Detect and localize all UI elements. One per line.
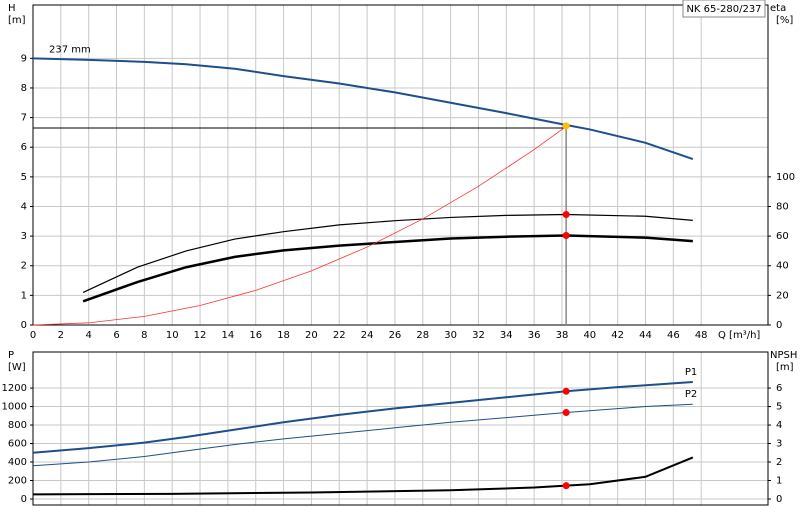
y-tick-label: 1 [21, 290, 27, 301]
title-box [682, 0, 766, 18]
y-axis-label: H [8, 3, 16, 14]
operating-point [562, 482, 570, 490]
plot-frame [32, 351, 769, 506]
x-tick-label: 20 [305, 330, 318, 341]
x-tick-label: 14 [222, 330, 235, 341]
operating-point [562, 409, 570, 417]
y2-tick-label: 1 [776, 476, 782, 487]
y-tick-label: 2 [21, 261, 27, 272]
y2-tick-label: 6 [776, 383, 782, 394]
series-line [32, 456, 694, 496]
x-tick-label: 28 [416, 330, 429, 341]
series-line [82, 213, 693, 293]
x-tick-label: 40 [583, 330, 596, 341]
x-tick-label: 2 [58, 330, 64, 341]
y-tick-label: 6 [21, 142, 27, 153]
series-label: P1 [685, 367, 697, 378]
x-axis-label: Q [m³/h] [718, 330, 760, 341]
y2-axis-unit: [%] [776, 15, 793, 26]
y-tick-label: 8 [21, 83, 27, 94]
plot-area [33, 352, 768, 505]
y2-tick-label: 3 [776, 439, 782, 450]
x-tick-label: 38 [556, 330, 569, 341]
y-tick-label: 0 [21, 320, 27, 331]
y2-tick-label: 60 [776, 231, 789, 242]
x-tick-label: 32 [472, 330, 485, 341]
y-tick-label: 1200 [2, 383, 27, 394]
x-tick-label: 0 [30, 330, 36, 341]
plot-area [33, 5, 768, 325]
x-tick-label: 36 [528, 330, 541, 341]
x-tick-label: 10 [166, 330, 179, 341]
y2-tick-label: 2 [776, 457, 782, 468]
y-tick-label: 4 [21, 201, 27, 212]
y-tick-label: 400 [8, 457, 27, 468]
y-tick-label: 5 [21, 172, 27, 183]
series-line [32, 57, 694, 161]
operating-point [562, 210, 570, 218]
x-tick-label: 22 [333, 330, 346, 341]
y2-tick-label: 5 [776, 402, 782, 413]
operating-point [562, 387, 570, 395]
x-tick-label: 48 [695, 330, 708, 341]
y-tick-label: 600 [8, 439, 27, 450]
y2-tick-label: 100 [776, 172, 795, 183]
x-tick-label: 44 [639, 330, 652, 341]
x-tick-label: 42 [611, 330, 624, 341]
y-tick-label: 200 [8, 476, 27, 487]
operating-point [562, 122, 570, 130]
y-tick-label: 800 [8, 420, 27, 431]
x-tick-label: 8 [141, 330, 147, 341]
x-tick-label: 46 [667, 330, 680, 341]
operating-point [562, 232, 570, 240]
y2-axis-label: eta [770, 3, 786, 14]
y2-tick-label: 20 [776, 290, 789, 301]
y2-axis-label: NPSH [770, 350, 797, 361]
series-line [32, 126, 567, 326]
y-axis-label: P [8, 350, 14, 361]
y2-tick-label: 4 [776, 420, 782, 431]
y-tick-label: 1000 [2, 402, 27, 413]
x-tick-label: 6 [113, 330, 119, 341]
y-axis-unit: [m] [8, 15, 26, 26]
x-tick-label: 34 [500, 330, 513, 341]
x-tick-label: 4 [85, 330, 91, 341]
x-tick-label: 12 [194, 330, 207, 341]
x-tick-label: 16 [249, 330, 262, 341]
x-tick-label: 24 [361, 330, 374, 341]
series-label: 237 mm [49, 44, 91, 55]
y-axis-unit: [W] [8, 362, 26, 373]
plot-frame [32, 4, 769, 326]
chart-title: NK 65-280/237 [686, 4, 761, 15]
x-tick-label: 26 [389, 330, 402, 341]
y2-tick-label: 80 [776, 201, 789, 212]
x-tick-label: 30 [444, 330, 457, 341]
y2-axis-unit: [m] [776, 362, 794, 373]
x-tick-label: 18 [277, 330, 290, 341]
series-line [82, 234, 693, 303]
y2-tick-label: 0 [776, 494, 782, 505]
y-tick-label: 0 [21, 494, 27, 505]
y-tick-label: 7 [21, 113, 27, 124]
series-label: P2 [685, 389, 697, 400]
y2-tick-label: 0 [776, 320, 782, 331]
y-tick-label: 9 [21, 53, 27, 64]
y-tick-label: 3 [21, 231, 27, 242]
y2-tick-label: 40 [776, 261, 789, 272]
